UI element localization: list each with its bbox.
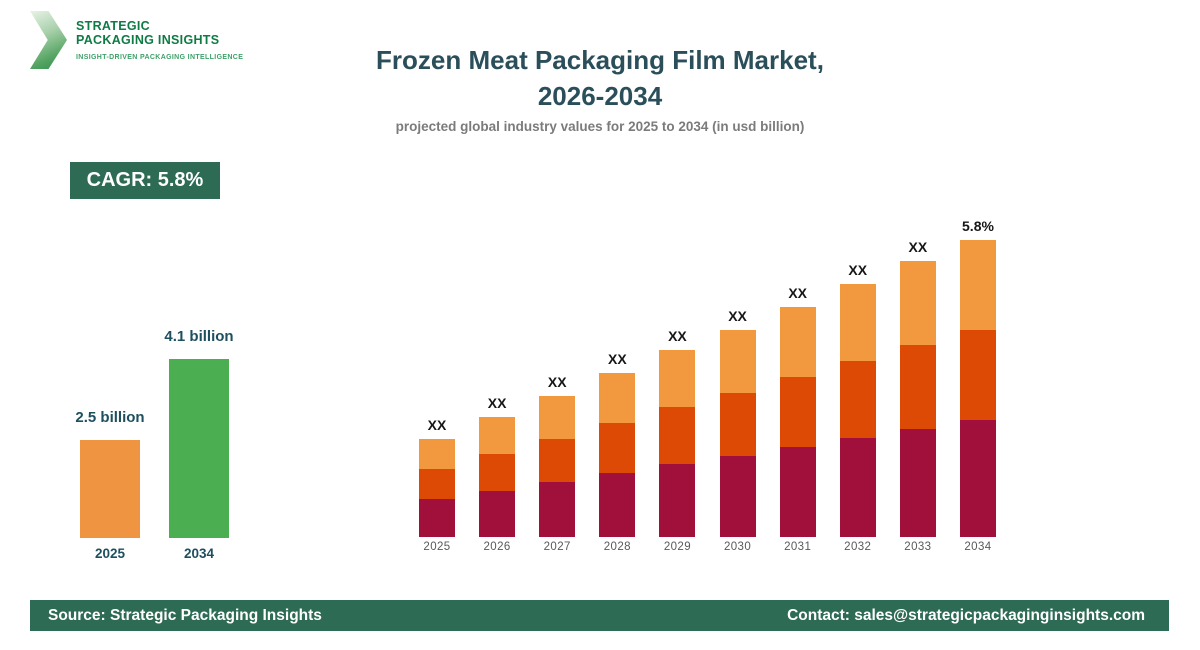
stacked-bar-column: XX 2026 — [477, 395, 517, 554]
x-axis-label: 2028 — [603, 541, 631, 553]
brand-name-line2: PACKAGING INSIGHTS — [76, 33, 220, 47]
title-block: Frozen Meat Packaging Film Market, 2026-… — [0, 42, 1200, 134]
stacked-bar-column: XX 2028 — [597, 351, 637, 554]
bar-segment-middle-segment — [539, 439, 576, 482]
bar — [169, 359, 229, 538]
x-axis-label: 2031 — [784, 541, 812, 553]
footer-source: Source: Strategic Packaging Insights — [48, 606, 322, 624]
bar-top-label: XX — [668, 328, 687, 344]
x-axis-label: 2033 — [904, 541, 932, 553]
bar-segment-middle-segment — [599, 423, 636, 473]
stacked-bar-column: XX 2029 — [657, 328, 697, 554]
brand-tagline: INSIGHT-DRIVEN PACKAGING INTELLIGENCE — [76, 54, 244, 61]
bar-segment-middle-segment — [719, 393, 756, 456]
stacked-bar-column: XX 2025 — [417, 417, 457, 554]
bar-segment-middle-segment — [659, 407, 696, 464]
bar-top-label: XX — [427, 417, 447, 433]
bar-segment-top-segment — [719, 330, 756, 393]
bar-segment-bottom-segment — [479, 491, 516, 537]
bar-segment-middle-segment — [419, 469, 455, 499]
footer-bar: Source: Strategic Packaging Insights Con… — [30, 600, 1169, 631]
bar-segment-bottom-segment — [419, 499, 455, 537]
x-axis-label: 2029 — [663, 541, 692, 553]
bar-segment-middle-segment — [899, 345, 936, 429]
bar — [80, 440, 140, 538]
brand-logo-text: STRATEGIC PACKAGING INSIGHTS INSIGHT-DRI… — [76, 11, 243, 61]
bar-segment-bottom-segment — [959, 420, 996, 537]
bar-segment-middle-segment — [839, 361, 876, 438]
bar-segment-bottom-segment — [659, 464, 696, 537]
stacked-bar-column: XX 2032 — [838, 262, 878, 554]
bar-segment-top-segment — [959, 240, 996, 330]
footer-contact: Contact: sales@strategicpackaginginsight… — [787, 606, 1145, 624]
x-axis-label: 2025 — [423, 541, 451, 553]
bar-segment-middle-segment — [779, 377, 816, 447]
x-axis-label: 2026 — [483, 541, 511, 553]
bar-top-label: XX — [788, 285, 807, 301]
bar-segment-bottom-segment — [599, 473, 636, 537]
x-axis-label: 2030 — [723, 541, 752, 553]
brand-logo: STRATEGIC PACKAGING INSIGHTS INSIGHT-DRI… — [30, 11, 243, 69]
stacked-bar-column: XX 2031 — [778, 285, 818, 554]
bar-segment-top-segment — [479, 417, 516, 454]
summary-bar-column: 2.5 billion 2025 — [75, 409, 144, 562]
stacked-bar-column: XX 2030 — [718, 308, 758, 554]
bar-value-label: 2.5 billion — [75, 409, 145, 426]
bar-segment-top-segment — [419, 439, 455, 469]
bar-top-label: XX — [848, 262, 868, 278]
bar-segment-top-segment — [779, 307, 816, 377]
bar-top-label: XX — [547, 374, 567, 390]
summary-chart: 2.5 billion 2025 4.1 billion 2034 — [75, 328, 233, 562]
x-axis-label: 2034 — [183, 546, 215, 561]
bar-top-label: XX — [728, 308, 747, 324]
cagr-badge: CAGR: 5.8% — [70, 162, 220, 199]
summary-bar-column: 4.1 billion 2034 — [164, 328, 233, 562]
bar-segment-top-segment — [539, 396, 576, 439]
stacked-bar-column: 5.8% 2034 — [958, 218, 998, 554]
bar-segment-top-segment — [659, 350, 696, 407]
bar-segment-bottom-segment — [779, 447, 816, 537]
page-title: Frozen Meat Packaging Film Market, 2026-… — [0, 42, 1200, 114]
x-axis-label: 2034 — [964, 541, 992, 553]
bar-segment-top-segment — [839, 284, 876, 361]
bar-value-label: 4.1 billion — [164, 328, 234, 345]
stacked-chart: XX 2025 XX 2026 XX 2027 XX 2028 XX 2029 XX 2030 XX 20… — [417, 218, 998, 554]
bar-top-label: XX — [487, 395, 507, 411]
bar-segment-bottom-segment — [719, 456, 756, 537]
x-axis-label: 2027 — [543, 541, 571, 553]
x-axis-label: 2032 — [844, 541, 872, 553]
stacked-bar-column: XX 2033 — [898, 239, 938, 554]
page-title-line2: 2026-2034 — [537, 81, 663, 111]
bar-top-label: 5.8% — [962, 218, 994, 234]
bar-top-label: XX — [607, 351, 627, 367]
bar-top-label: XX — [908, 239, 928, 255]
page-title-line1: Frozen Meat Packaging Film Market, — [376, 45, 824, 75]
bar-segment-bottom-segment — [839, 438, 876, 537]
stacked-bar-column: XX 2027 — [537, 374, 577, 554]
bar-segment-middle-segment — [479, 454, 516, 491]
brand-name-line1: STRATEGIC — [76, 19, 150, 33]
page-subtitle: projected global industry values for 202… — [395, 119, 805, 134]
bar-segment-top-segment — [899, 261, 936, 345]
bar-segment-bottom-segment — [539, 482, 576, 537]
bar-segment-middle-segment — [959, 330, 996, 420]
x-axis-label: 2025 — [94, 546, 126, 561]
bar-segment-top-segment — [599, 373, 636, 423]
bar-segment-bottom-segment — [899, 429, 936, 537]
